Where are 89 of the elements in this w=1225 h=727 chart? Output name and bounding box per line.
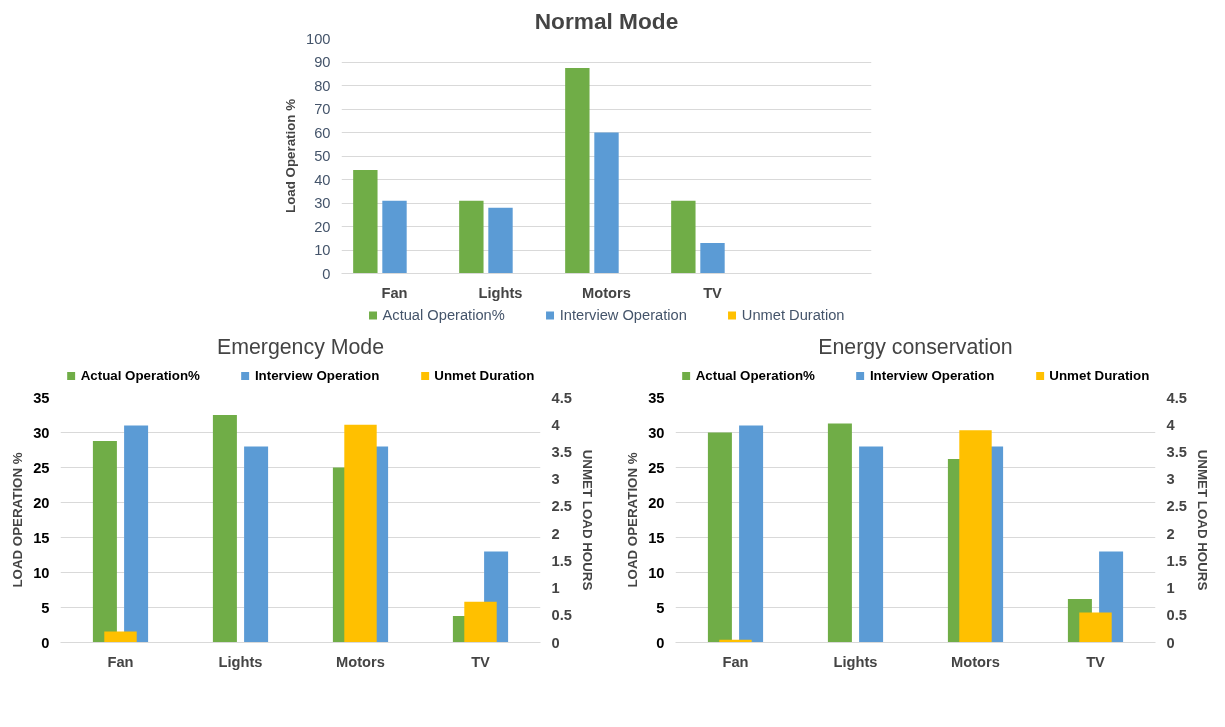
chart-title: Emergency Mode: [216, 334, 385, 359]
y2-axis-title: UNMET LOAD HOURS: [1194, 449, 1210, 591]
x-tick-label: Motors: [582, 284, 631, 301]
y-tick-label: 50: [314, 148, 331, 164]
x-tick-label: Fan: [381, 284, 408, 301]
y-tick-label: 0: [656, 634, 665, 651]
y-tick-label: 35: [33, 389, 50, 406]
y-axis-title: Load Operation %: [283, 98, 299, 214]
y-tick-label: 5: [41, 599, 50, 616]
legend-label: Actual Operation%: [80, 367, 200, 383]
y2-tick-label: 2: [551, 525, 560, 542]
legend-label: Actual Operation%: [695, 367, 815, 383]
y2-tick-label: 0.5: [1166, 607, 1187, 624]
y2-tick-label: 4: [1166, 416, 1176, 433]
bar: [244, 446, 269, 643]
y2-tick-label: 2.5: [551, 498, 572, 515]
y2-tick-label: 2.5: [1166, 498, 1187, 515]
y-tick-label: 15: [33, 529, 50, 546]
x-tick-label: Fan: [107, 653, 134, 670]
y-tick-label: 0: [322, 265, 331, 282]
bar: [594, 132, 619, 274]
bar: [382, 200, 407, 274]
y-tick-label: 15: [648, 529, 665, 546]
x-tick-label: TV: [471, 653, 491, 670]
x-tick-label: Lights: [218, 653, 263, 670]
y-tick-label: 10: [314, 242, 331, 258]
bar: [827, 423, 852, 643]
legend-label: Interview Operation: [869, 367, 995, 383]
y-tick-label: 5: [656, 599, 665, 616]
chart-title: Energy conservation: [818, 334, 1013, 359]
y-axis-title: LOAD OPERATION %: [625, 452, 641, 588]
legend-label: Unmet Duration: [741, 307, 845, 323]
bar: [459, 200, 484, 274]
y-tick-label: 60: [314, 124, 331, 141]
y-tick-label: 10: [33, 564, 50, 581]
y-tick-label: 30: [314, 195, 331, 211]
bar: [859, 446, 884, 643]
y-tick-label: 0: [41, 634, 50, 651]
y2-tick-label: 1: [1166, 580, 1175, 597]
y-tick-label: 35: [648, 389, 665, 406]
y-tick-label: 20: [314, 218, 331, 235]
y2-tick-label: 0: [1166, 634, 1175, 651]
y-tick-label: 70: [314, 101, 331, 117]
x-tick-label: Lights: [478, 284, 523, 301]
y-tick-label: 80: [314, 77, 331, 94]
bar: [488, 207, 513, 274]
y2-tick-label: 2: [1166, 525, 1175, 542]
x-tick-label: Motors: [336, 653, 385, 670]
bar: [212, 415, 237, 643]
y-tick-label: 10: [648, 564, 665, 581]
y-tick-label: 30: [648, 424, 665, 441]
y2-axis-title: UNMET LOAD HOURS: [579, 449, 595, 591]
y2-tick-label: 4: [551, 416, 561, 433]
y2-tick-label: 1.5: [1166, 552, 1187, 569]
y2-tick-label: 3: [1166, 471, 1175, 488]
y-tick-label: 25: [33, 459, 50, 476]
x-tick-label: TV: [1086, 653, 1106, 670]
y-tick-label: 20: [648, 494, 665, 511]
bar: [104, 631, 137, 643]
y-tick-label: 30: [33, 424, 50, 441]
legend-label: Interview Operation: [254, 367, 380, 383]
legend-label: Unmet Duration: [434, 367, 535, 383]
y-tick-label: 100: [306, 30, 331, 47]
x-tick-label: Motors: [951, 653, 1000, 670]
y2-tick-label: 1: [551, 580, 560, 597]
legend-label: Interview Operation: [559, 307, 687, 323]
x-tick-label: TV: [703, 284, 723, 301]
legend-label: Unmet Duration: [1049, 367, 1150, 383]
y2-tick-label: 0: [551, 634, 560, 651]
y2-tick-label: 1.5: [551, 552, 572, 569]
y2-tick-label: 0.5: [551, 607, 572, 624]
x-tick-label: Lights: [833, 653, 878, 670]
y2-tick-label: 3: [551, 471, 560, 488]
y2-tick-label: 3.5: [551, 443, 572, 460]
legend-label: Actual Operation%: [382, 307, 505, 323]
bar: [671, 200, 696, 274]
y2-tick-label: 3.5: [1166, 443, 1187, 460]
y2-tick-label: 4.5: [551, 389, 572, 406]
y-axis-title: LOAD OPERATION %: [10, 452, 26, 588]
bar: [353, 170, 378, 274]
y2-tick-label: 4.5: [1166, 389, 1187, 406]
bar: [565, 67, 590, 274]
chart-title: Normal Mode: [534, 7, 679, 34]
x-tick-label: Fan: [722, 653, 749, 670]
bar: [700, 242, 725, 274]
y-tick-label: 20: [33, 494, 50, 511]
y-tick-label: 90: [314, 54, 331, 70]
y-tick-label: 25: [648, 459, 665, 476]
y-tick-label: 40: [314, 171, 331, 188]
